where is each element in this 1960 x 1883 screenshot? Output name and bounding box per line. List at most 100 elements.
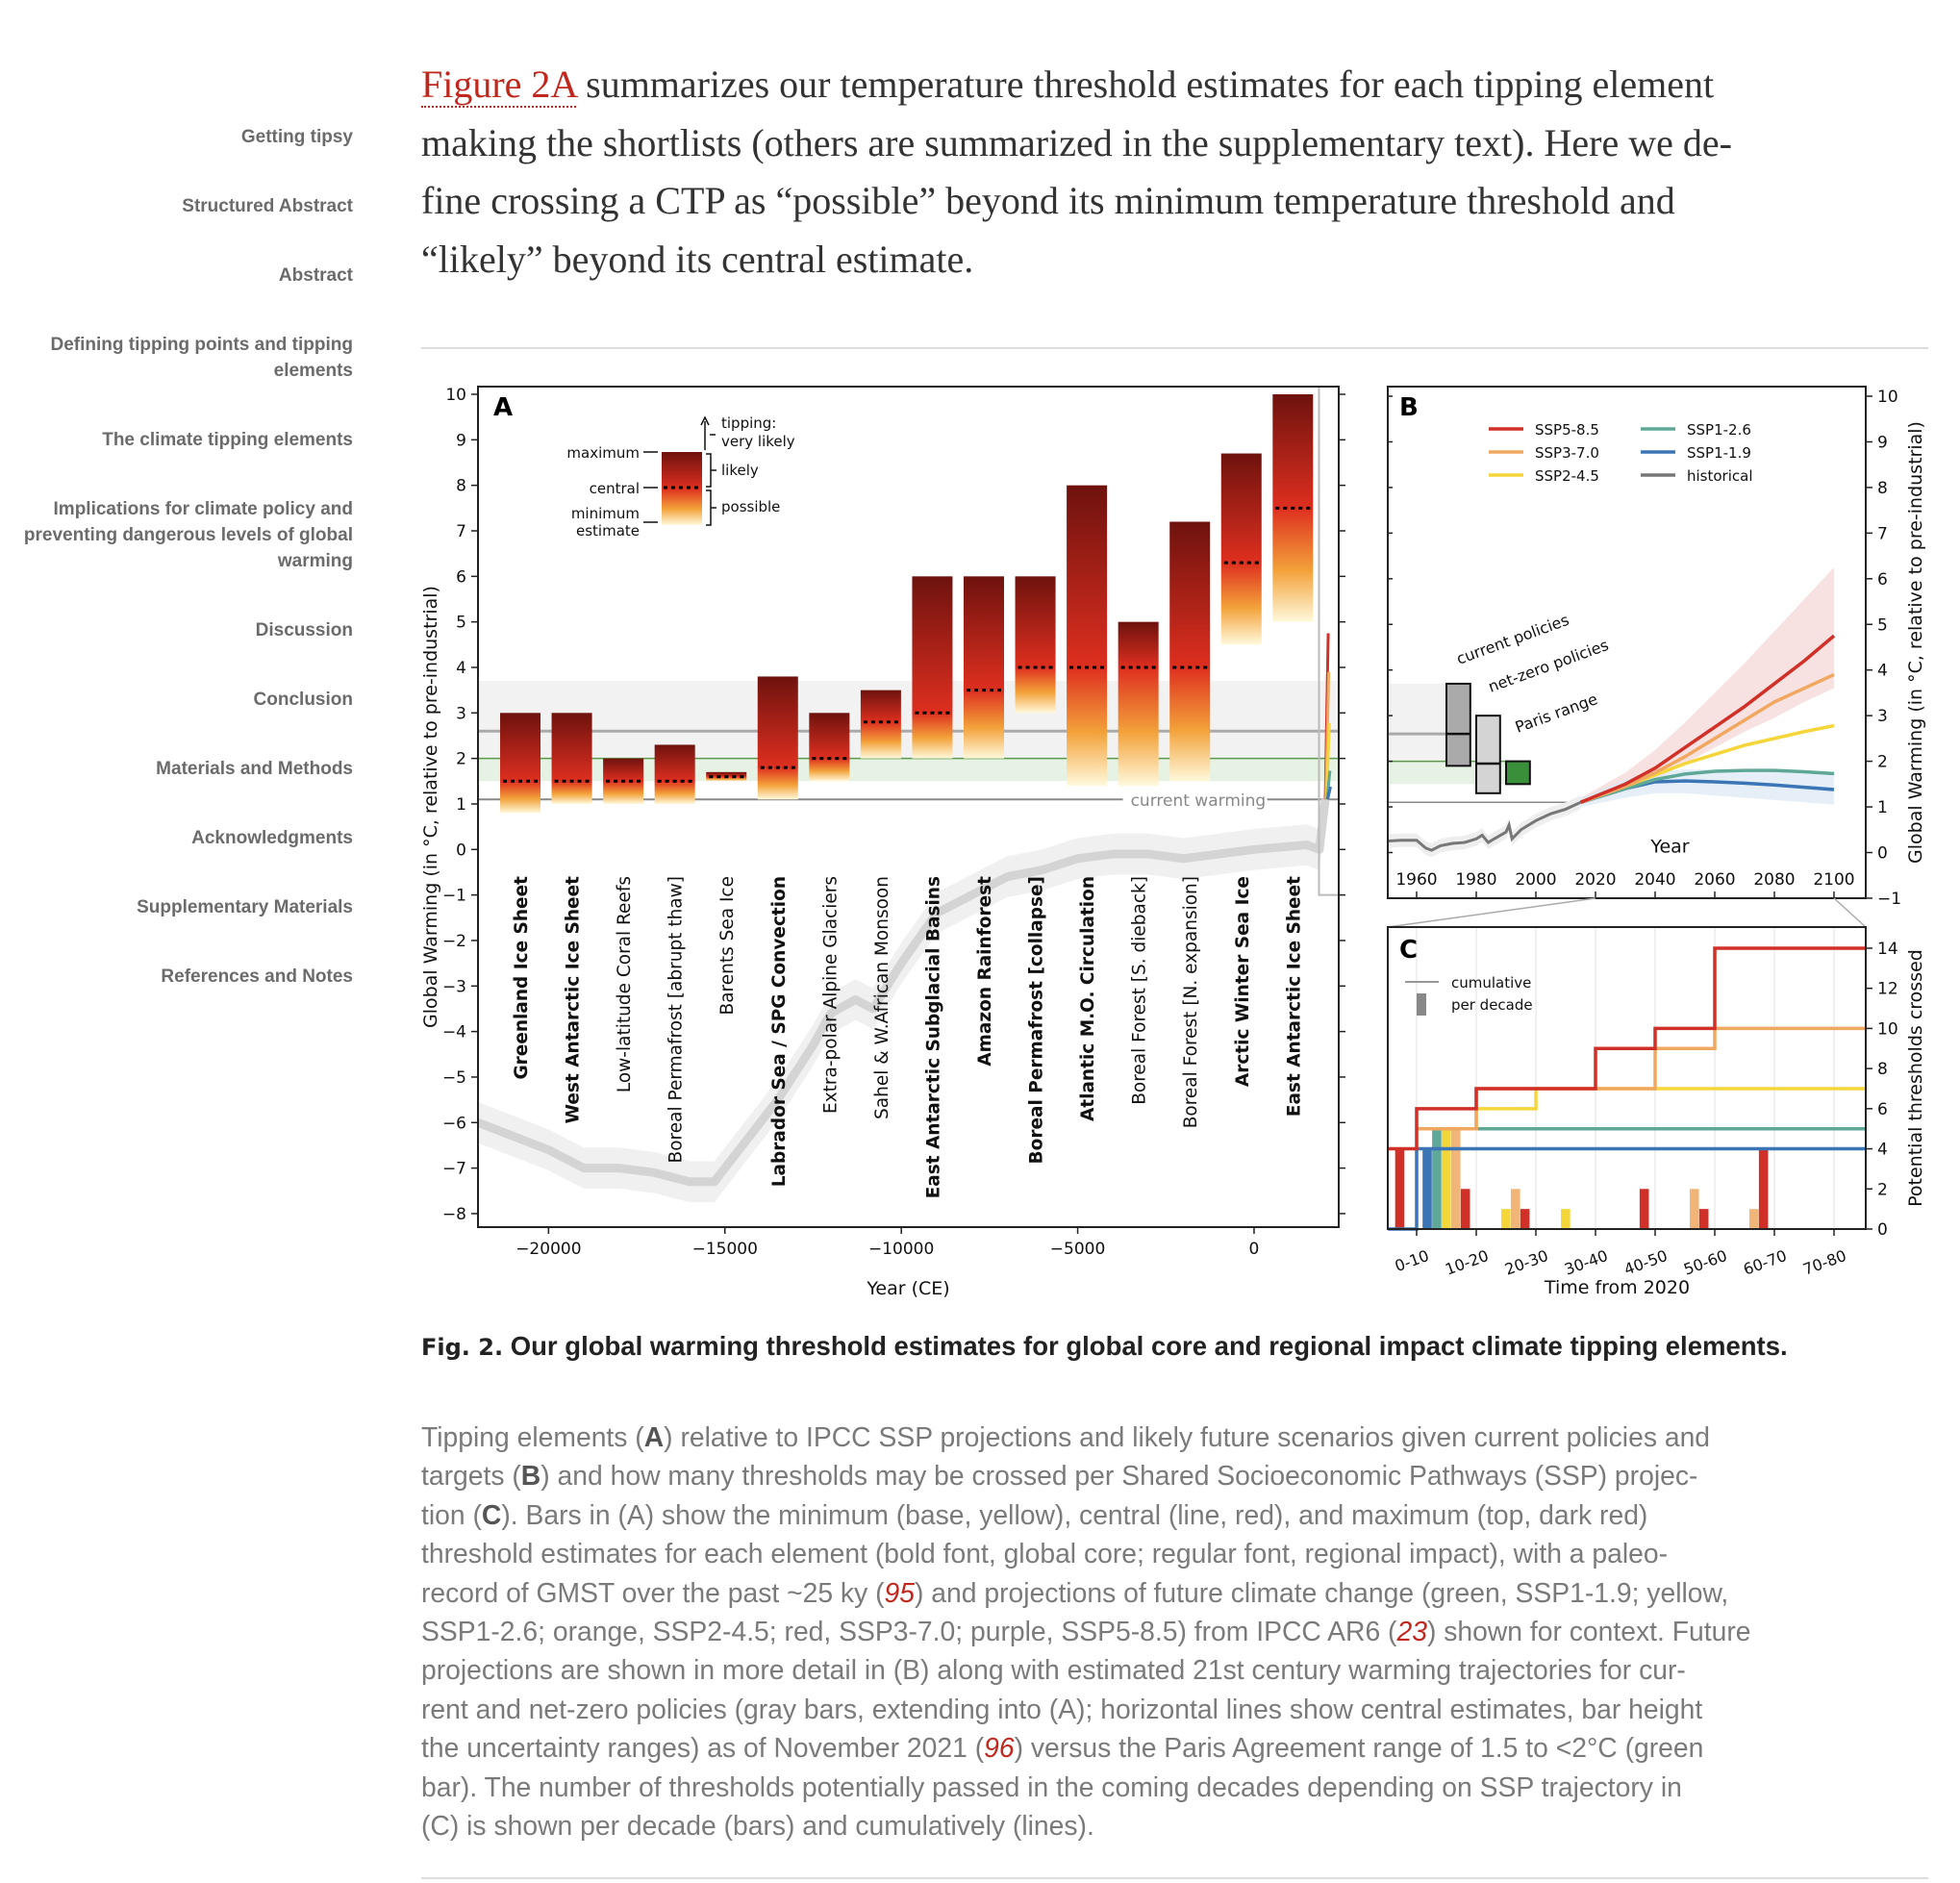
legend-label: SSP1-1.9 xyxy=(1687,444,1751,462)
y-tick-label: −7 xyxy=(442,1160,466,1179)
per-decade-bar xyxy=(1758,1148,1769,1229)
caption-line: the uncertainty ranges) as of November 2… xyxy=(421,1728,1751,1767)
sidebar-item-climate-tipping-elements[interactable]: The climate tipping elements xyxy=(102,430,353,450)
x-tick-label: −15000 xyxy=(692,1240,758,1259)
sidebar-item-implications[interactable]: Implications for climate policy and prev… xyxy=(23,499,353,571)
caption-text: ) and how many thresholds may be crossed… xyxy=(540,1460,1698,1492)
threshold-bar xyxy=(809,713,850,782)
y-tick-label: 6 xyxy=(456,567,466,587)
x-tick-label: 1960 xyxy=(1395,870,1437,890)
x-tick-label: 40-50 xyxy=(1621,1246,1670,1279)
reference-link[interactable]: 23 xyxy=(1396,1616,1427,1647)
series-line-ssp370 xyxy=(1579,672,1835,804)
legend-label: SSP5-8.5 xyxy=(1535,421,1599,439)
historical-line xyxy=(1386,800,1582,852)
caption-line: bar). The number of thresholds potential… xyxy=(421,1768,1751,1806)
caption-text: tion ( xyxy=(421,1498,482,1530)
element-label: Boreal Permafrost [abrupt thaw] xyxy=(666,876,687,1163)
threshold-bar xyxy=(1067,485,1108,787)
element-label: West Antarctic Ice Sheet xyxy=(564,876,584,1124)
x-tick-label: 2000 xyxy=(1515,870,1556,890)
cumulative-line-ssp245 xyxy=(1417,1087,1866,1131)
panel-label: B xyxy=(1399,393,1419,422)
legend-central: central xyxy=(590,480,640,497)
element-label: Low-latitude Coral Reefs xyxy=(615,876,635,1092)
per-decade-bar xyxy=(1460,1189,1470,1229)
sidebar-item-acknowledgments[interactable]: Acknowledgments xyxy=(191,828,353,848)
per-decade-bar xyxy=(1520,1209,1530,1229)
element-label: East Antarctic Subglacial Basins xyxy=(923,876,943,1198)
panel-c-frame xyxy=(1387,926,1867,1230)
element-label: Boreal Permafrost [collapse] xyxy=(1027,876,1047,1164)
sidebar-item-defining-tipping-points[interactable]: Defining tipping points and tipping elem… xyxy=(50,335,354,381)
threshold-bar xyxy=(654,744,695,804)
sidebar-item-conclusion[interactable]: Conclusion xyxy=(253,690,353,710)
y-tick-label: 0 xyxy=(1877,1220,1888,1240)
sidebar-item-materials-methods[interactable]: Materials and Methods xyxy=(156,759,353,779)
paragraph-line: summarizes our temperature threshold est… xyxy=(576,63,1715,106)
y-tick-label: 0 xyxy=(456,841,466,860)
caption-line: record of GMST over the past ~25 ky (95)… xyxy=(421,1573,1751,1612)
label-bg xyxy=(1122,788,1268,812)
y-tick-label: 2 xyxy=(1877,1180,1888,1199)
caption-line: targets (B) and how many thresholds may … xyxy=(421,1456,1751,1494)
reference-link[interactable]: 96 xyxy=(984,1732,1015,1764)
y-tick-label: 3 xyxy=(1877,707,1888,726)
x-tick-label: 10-20 xyxy=(1443,1246,1491,1279)
section-divider xyxy=(421,347,1928,349)
y-tick-label: −2 xyxy=(442,932,466,951)
per-decade-bar xyxy=(1510,1189,1520,1229)
sidebar-item-abstract[interactable]: Abstract xyxy=(278,265,353,286)
panel-reference: A xyxy=(643,1421,665,1452)
y-tick-label: 4 xyxy=(1877,662,1888,681)
per-decade-bar xyxy=(1561,1209,1571,1229)
sidebar-item-getting-tipsy[interactable]: Getting tipsy xyxy=(240,127,353,147)
threshold-bar xyxy=(912,576,953,759)
x-tick-label: −20000 xyxy=(515,1240,581,1259)
y-tick-label: 8 xyxy=(456,477,466,496)
threshold-bar xyxy=(757,676,798,800)
sidebar-item-supplementary[interactable]: Supplementary Materials xyxy=(137,897,353,917)
sidebar-item-references[interactable]: References and Notes xyxy=(161,967,353,987)
section-divider xyxy=(421,1877,1928,1879)
legend-label: SSP3-7.0 xyxy=(1535,444,1599,462)
x-tick-label: 50-60 xyxy=(1681,1246,1729,1279)
y-tick-label: 7 xyxy=(456,522,466,541)
y-tick-label: −1 xyxy=(442,887,466,906)
sidebar-item-structured-abstract[interactable]: Structured Abstract xyxy=(182,196,353,216)
x-tick-label: 30-40 xyxy=(1562,1246,1610,1279)
policy-box xyxy=(1445,682,1471,767)
y-tick-label: 9 xyxy=(456,431,466,450)
y-tick-label: 6 xyxy=(1877,1100,1888,1119)
paleo-gmst-line xyxy=(476,798,1330,1187)
threshold-bar xyxy=(500,713,541,814)
y-tick-label: 3 xyxy=(456,704,466,723)
y-tick-label: 10 xyxy=(1877,388,1898,407)
figure-caption-heading: Fig. 2. Our global warming threshold est… xyxy=(421,1321,1922,1372)
element-label: Amazon Rainforest xyxy=(975,876,995,1067)
caption-text: threshold estimates for each element (bo… xyxy=(421,1538,1669,1569)
reference-link[interactable]: 95 xyxy=(884,1576,916,1608)
threshold-bar xyxy=(1118,621,1159,787)
caption-line: rent and net-zero policies (gray bars, e… xyxy=(421,1690,1751,1728)
legend-tipping: tipping: xyxy=(721,414,776,432)
caption-line: Tipping elements (A) relative to IPCC SS… xyxy=(421,1418,1751,1456)
paragraph-line: fine crossing a CTP as “possible” beyond… xyxy=(421,179,1675,222)
x-tick-label: 2020 xyxy=(1574,870,1616,890)
paragraph-line: “likely” beyond its central estimate. xyxy=(421,237,974,281)
y-tick-label: −1 xyxy=(1877,890,1901,909)
caption-text: record of GMST over the past ~25 ky ( xyxy=(421,1576,885,1608)
y-tick-label: 9 xyxy=(1877,433,1888,452)
legend-label: per decade xyxy=(1451,996,1533,1014)
panel-label: C xyxy=(1399,936,1418,965)
sidebar-item-discussion[interactable]: Discussion xyxy=(255,620,353,640)
caption-line: projections are shown in more detail in … xyxy=(421,1650,1751,1689)
figure-2a-link[interactable]: Figure 2A xyxy=(421,63,577,108)
uncertainty-band xyxy=(1580,566,1834,805)
caption-text: the uncertainty ranges) as of November 2… xyxy=(421,1732,985,1764)
y-tick-label: 2 xyxy=(456,750,466,769)
legend-maximum: maximum xyxy=(566,444,640,462)
panel-reference: C xyxy=(481,1498,502,1530)
